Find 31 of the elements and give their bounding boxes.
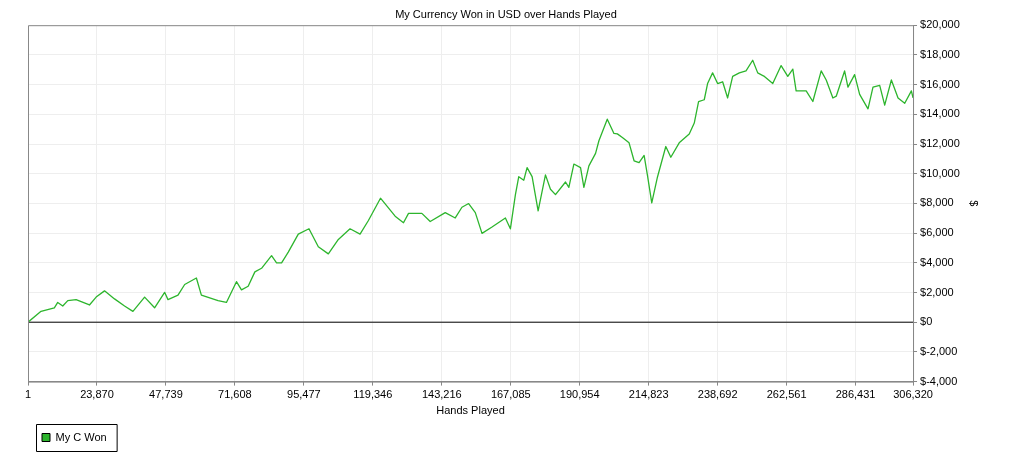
x-tick-label: 71,608: [218, 388, 252, 401]
x-tick-label: 286,431: [835, 388, 876, 401]
x-tick-label: 119,346: [353, 388, 393, 401]
x-tick-label: 190,954: [559, 388, 600, 401]
x-tick-label: 1: [24, 388, 32, 401]
x-tick-label: 167,085: [490, 388, 531, 401]
y-tick-label: $20,000: [920, 18, 960, 31]
y-axis-title: $: [968, 200, 981, 207]
legend-label: My C Won: [55, 430, 107, 443]
x-tick-label: 306,320: [893, 388, 933, 401]
y-tick-label: $16,000: [920, 77, 960, 90]
x-tick-label: 262,561: [766, 388, 807, 401]
y-tick-label: $-4,000: [920, 374, 958, 387]
x-tick-label: 214,823: [628, 388, 669, 401]
y-tick-label: $10,000: [920, 166, 960, 179]
y-tick-label: $18,000: [920, 47, 960, 60]
x-tick-label: 47,739: [149, 388, 183, 401]
x-tick-label: 143,216: [421, 388, 462, 401]
y-tick-label: $8,000: [920, 196, 954, 209]
y-tick-label: $6,000: [920, 226, 954, 239]
x-axis-title: Hands Played: [436, 404, 505, 417]
y-tick-label: $4,000: [920, 255, 954, 268]
chart-title: My Currency Won in USD over Hands Played: [395, 7, 617, 20]
x-tick-label: 95,477: [287, 388, 321, 401]
y-tick-label: $-2,000: [920, 344, 958, 357]
y-tick-label: $12,000: [920, 137, 960, 150]
y-tick-label: $2,000: [920, 285, 954, 298]
y-tick-label: $0: [920, 315, 933, 328]
x-tick-label: 23,870: [80, 388, 114, 401]
x-tick-label: 238,692: [697, 388, 738, 401]
y-tick-label: $14,000: [920, 107, 960, 120]
